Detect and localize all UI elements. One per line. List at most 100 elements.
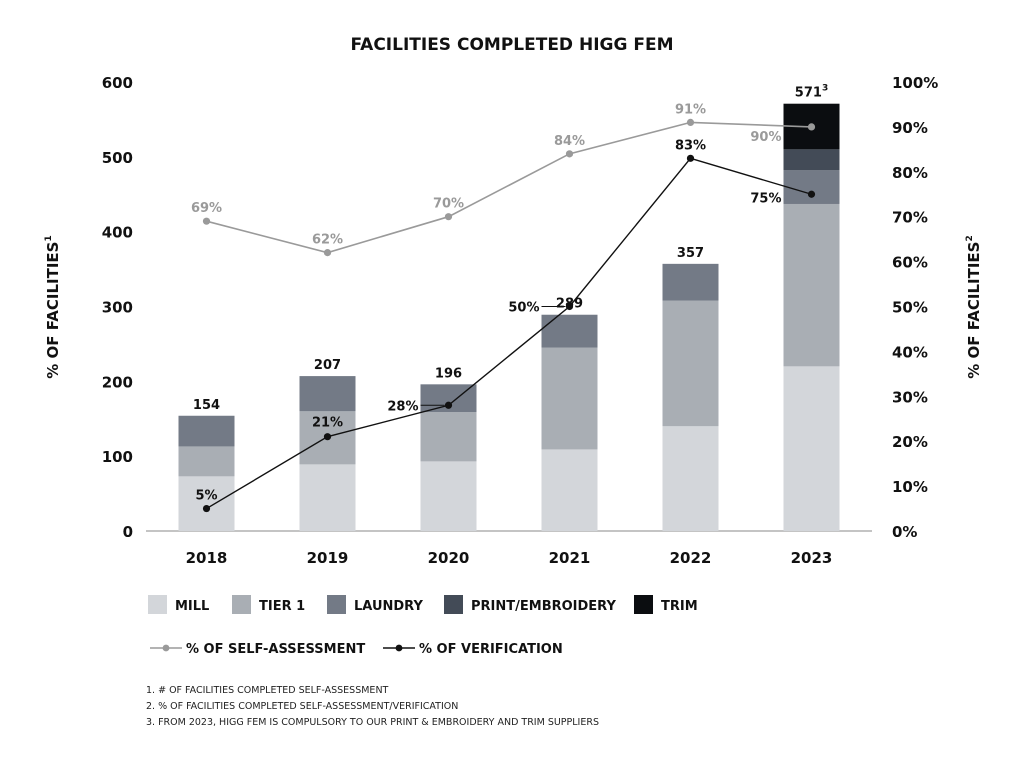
self-assessment-label: 70% xyxy=(433,197,464,212)
line-verification xyxy=(206,157,812,510)
lines xyxy=(202,118,816,513)
legend-swatch xyxy=(634,595,653,614)
bar-total-value: 154 xyxy=(193,398,220,413)
chart-title: FACILITIES COMPLETED HIGG FEM xyxy=(351,35,674,55)
bar-tier-1 xyxy=(662,300,719,427)
self-assessment-point xyxy=(686,118,695,127)
line-self-assessment xyxy=(206,121,812,254)
verification-point xyxy=(565,302,574,311)
y2-tick-label: 20% xyxy=(892,433,928,451)
legend: MILL TIER 1 LAUNDRY PRINT/EMBROIDERY TRIM % O… xyxy=(148,595,698,657)
y-tick-label: 400 xyxy=(102,224,133,242)
y2-tick-label: 100% xyxy=(892,74,938,92)
y2-tick-label: 40% xyxy=(892,343,928,361)
legend-swatch xyxy=(327,595,346,614)
y2-tick-label: 80% xyxy=(892,164,928,182)
y-tick-label: 500 xyxy=(102,149,133,167)
legend-swatch xyxy=(444,595,463,614)
y2-tick-label: 30% xyxy=(892,388,928,406)
bar-total-value: 207 xyxy=(314,358,341,373)
legend-marker xyxy=(162,644,170,652)
bar-total-label: 207 xyxy=(314,358,341,373)
y2-axis-title-text: % OF FACILITIES xyxy=(965,242,983,379)
y2-tick-label: 50% xyxy=(892,299,928,317)
footnote: 1. # OF FACILITIES COMPLETED SELF-ASSESS… xyxy=(146,685,389,696)
bar-mill xyxy=(178,476,235,531)
bar-total-value: 571 xyxy=(795,86,822,101)
bar-total-label: 154 xyxy=(193,398,220,413)
verification-label: 83% xyxy=(675,138,706,153)
bar-mill xyxy=(541,449,598,531)
verification-point xyxy=(323,433,332,441)
legend-label: LAUNDRY xyxy=(354,599,423,614)
self-assessment-point xyxy=(807,123,816,131)
bar-laundry xyxy=(178,415,235,447)
bar-laundry xyxy=(783,170,840,204)
verification-point xyxy=(807,190,816,198)
bar-mill xyxy=(783,366,840,531)
self-assessment-point xyxy=(202,217,211,225)
bar-total-label: 5713 xyxy=(795,84,828,101)
bar-tier-1 xyxy=(420,412,477,462)
self-assessment-label: 91% xyxy=(675,102,706,117)
y-tick-label: 300 xyxy=(102,299,133,317)
legend-label: TRIM xyxy=(661,599,698,614)
legend-label: MILL xyxy=(175,599,209,614)
bar-laundry xyxy=(541,314,598,348)
legend-swatch xyxy=(232,595,251,614)
legend-label: PRINT/EMBROIDERY xyxy=(471,599,616,614)
y2-tick-label: 70% xyxy=(892,209,928,227)
bar-total-label: 289 xyxy=(556,297,583,312)
self-assessment-label: 62% xyxy=(312,233,343,248)
legend-swatch xyxy=(148,595,167,614)
x-tick-label: 2019 xyxy=(307,549,349,567)
x-tick-label: 2018 xyxy=(186,549,228,567)
bars xyxy=(178,103,840,531)
x-tick-label: 2023 xyxy=(791,549,833,567)
footnotes: 1. # OF FACILITIES COMPLETED SELF-ASSESS… xyxy=(146,685,599,728)
bar-tier-1 xyxy=(541,347,598,450)
verification-label: 50% xyxy=(508,301,539,316)
bar-print-embroidery xyxy=(783,149,840,171)
bar-total-value: 289 xyxy=(556,297,583,312)
self-assessment-point xyxy=(323,249,332,257)
y2-tick-label: 0% xyxy=(892,523,917,541)
verification-point xyxy=(202,504,211,513)
y-tick-label: 600 xyxy=(102,74,133,92)
legend-label: % OF SELF-ASSESSMENT xyxy=(186,642,365,657)
y-tick-label: 100 xyxy=(102,448,133,466)
x-tick-label: 2020 xyxy=(428,549,470,567)
bar-tier-1 xyxy=(178,446,235,477)
y-axis-title-superscript: 1 xyxy=(44,235,54,241)
plot-area: 0 100 200 300 400 500 600 0% 10% 20% 30% 40% 50% 60% 7… xyxy=(44,74,983,567)
y-tick-label: 200 xyxy=(102,373,133,391)
x-tick-label: 2022 xyxy=(670,549,712,567)
verification-label: 21% xyxy=(312,416,343,431)
verification-label: 75% xyxy=(750,191,781,206)
y2-axis-title: % OF FACILITIES2 xyxy=(965,235,983,378)
self-assessment-point xyxy=(565,150,574,158)
y2-axis-title-superscript: 2 xyxy=(965,235,975,241)
y-tick-label: 0 xyxy=(123,523,133,541)
bar-total-label: 357 xyxy=(677,246,704,261)
verification-point xyxy=(444,401,453,409)
footnote: 2. % OF FACILITIES COMPLETED SELF-ASSESS… xyxy=(146,701,458,712)
bar-mill xyxy=(420,461,477,531)
y2-tick-label: 10% xyxy=(892,478,928,496)
bar-mill xyxy=(299,464,356,531)
bar-laundry xyxy=(299,376,356,412)
bar-total-value: 357 xyxy=(677,246,704,261)
legend-label: % OF VERIFICATION xyxy=(419,642,563,657)
bar-total-label: 196 xyxy=(435,366,462,381)
self-assessment-label: 90% xyxy=(750,130,781,145)
footnote: 3. FROM 2023, HIGG FEM IS COMPULSORY TO … xyxy=(146,717,599,728)
y2-tick-label: 60% xyxy=(892,254,928,272)
y-axis-title-text: % OF FACILITIES xyxy=(44,242,62,379)
self-assessment-point xyxy=(444,213,453,221)
self-assessment-label: 69% xyxy=(191,201,222,216)
y2-tick-label: 90% xyxy=(892,119,928,137)
legend-marker xyxy=(395,644,403,652)
bar-total-superscript: 3 xyxy=(822,84,828,94)
labels: 154 207 196 289 357 5713 69% 62% 70% 84% 91% 90% 5% 2… xyxy=(191,84,828,504)
